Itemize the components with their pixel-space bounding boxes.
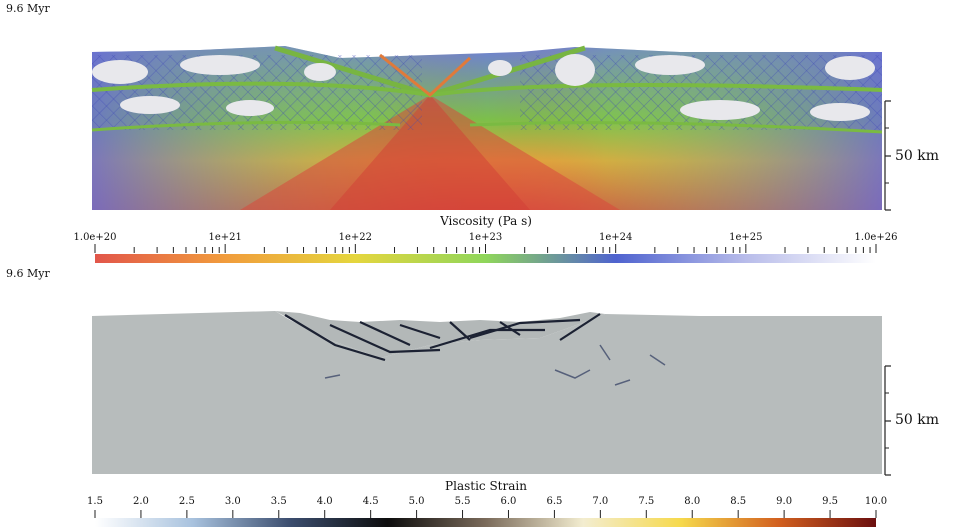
viscosity-field xyxy=(91,45,883,210)
top-scale-bar xyxy=(884,100,891,211)
bottom-scale-label: 50 km xyxy=(895,412,940,428)
viscosity-tick-label: 1e+25 xyxy=(729,232,763,243)
bottom-scale-bar xyxy=(884,365,891,476)
strain-tick-label: 4.0 xyxy=(316,496,333,507)
strain-tick-label: 4.5 xyxy=(362,496,379,507)
strain-tick-label: 9.5 xyxy=(822,496,838,507)
viscosity-tick-label: 1.0e+20 xyxy=(73,232,117,243)
strain-tick-label: 8.5 xyxy=(730,496,747,507)
strain-ticks xyxy=(94,510,877,518)
viscosity-colorbar-title: Viscosity (Pa s) xyxy=(440,214,532,228)
strain-tick-label: 9.0 xyxy=(776,496,793,507)
strain-tick-label: 2.5 xyxy=(178,496,195,507)
bottom-time-label: 9.6 Myr xyxy=(6,267,50,280)
strain-tick-label: 1.5 xyxy=(87,496,103,507)
strain-tick-label: 10.0 xyxy=(864,496,888,507)
strain-tick-label: 5.5 xyxy=(454,496,471,507)
viscosity-tick-label: 1e+22 xyxy=(338,232,373,243)
strain-colorbar-title: Plastic Strain xyxy=(445,479,527,493)
viscosity-tick-label: 1e+24 xyxy=(598,232,633,243)
strain-tick-label: 7.5 xyxy=(638,496,655,507)
strain-tick-label: 6.0 xyxy=(500,496,517,507)
strain-tick-label: 3.0 xyxy=(224,496,241,507)
strain-tick-label: 3.5 xyxy=(270,496,287,507)
strain-tick-label: 6.5 xyxy=(546,496,563,507)
strain-tick-label: 5.0 xyxy=(408,496,425,507)
strain-tick-label: 7.0 xyxy=(592,496,609,507)
viscosity-tick-label: 1e+23 xyxy=(468,232,503,243)
viscosity-tick-label: 1.0e+26 xyxy=(854,232,898,243)
viscosity-panel xyxy=(91,45,891,211)
strain-tick-label: 8.0 xyxy=(684,496,701,507)
top-scale-label: 50 km xyxy=(895,148,940,164)
viscosity-colorbar xyxy=(94,244,877,263)
viscosity-colorbar-gradient xyxy=(95,254,876,263)
strain-colorbar-gradient xyxy=(95,518,876,527)
strain-tick-label: 2.0 xyxy=(132,496,149,507)
viscosity-tick-label: 1e+21 xyxy=(208,232,242,243)
plastic-strain-field xyxy=(92,311,882,474)
viscosity-ticks xyxy=(94,244,877,253)
top-time-label: 9.6 Myr xyxy=(6,2,50,15)
